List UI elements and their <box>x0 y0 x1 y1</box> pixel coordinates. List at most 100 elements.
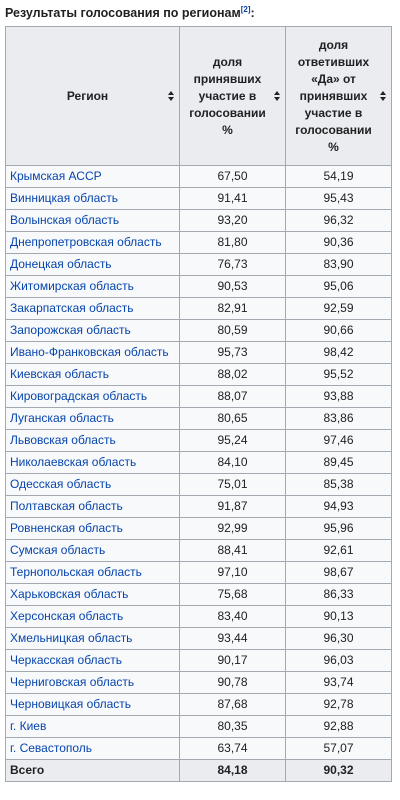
table-row: Донецкая область 76,73 83,90 <box>5 253 392 276</box>
yes-cell: 96,03 <box>285 649 392 672</box>
region-cell: Тернопольская область <box>5 561 180 584</box>
yes-cell: 95,06 <box>285 275 392 298</box>
turnout-cell: 91,41 <box>179 187 286 210</box>
region-cell: Харьковская область <box>5 583 180 606</box>
region-link[interactable]: Харьковская область <box>10 587 129 601</box>
turnout-cell: 90,53 <box>179 275 286 298</box>
region-link[interactable]: Сумская область <box>10 543 106 557</box>
region-cell: Крымская АССР <box>5 165 180 188</box>
turnout-cell: 84,10 <box>179 451 286 474</box>
total-yes: 90,32 <box>285 759 392 782</box>
region-cell: Кировоградская область <box>5 385 180 408</box>
yes-cell: 95,96 <box>285 517 392 540</box>
turnout-cell: 76,73 <box>179 253 286 276</box>
region-link[interactable]: Волынская область <box>10 213 120 227</box>
turnout-cell: 88,07 <box>179 385 286 408</box>
reference-link[interactable]: [2] <box>240 4 251 14</box>
region-cell: г. Севастополь <box>5 737 180 760</box>
region-link[interactable]: Николаевская область <box>10 455 137 469</box>
region-cell: Луганская область <box>5 407 180 430</box>
region-link[interactable]: г. Киев <box>10 719 47 733</box>
region-link[interactable]: Полтавская область <box>10 499 123 513</box>
yes-header-label: доля ответивших «Да» от принявших участи… <box>295 37 381 156</box>
region-link[interactable]: Житомирская область <box>10 279 134 293</box>
total-turnout: 84,18 <box>179 759 286 782</box>
total-label: Всего <box>5 759 180 782</box>
region-cell: Ровненская область <box>5 517 180 540</box>
turnout-cell: 88,02 <box>179 363 286 386</box>
region-link[interactable]: Кировоградская область <box>10 389 148 403</box>
table-row: Черновицкая область 87,68 92,78 <box>5 693 392 716</box>
header-row: Регион доля принявших участие в голосова… <box>5 26 392 166</box>
table-row: Житомирская область 90,53 95,06 <box>5 275 392 298</box>
yes-cell: 83,90 <box>285 253 392 276</box>
total-row: Всего 84,18 90,32 <box>5 759 392 782</box>
table-row: Сумская область 88,41 92,61 <box>5 539 392 562</box>
yes-cell: 85,38 <box>285 473 392 496</box>
table-row: Днепропетровская область 81,80 90,36 <box>5 231 392 254</box>
turnout-cell: 83,40 <box>179 605 286 628</box>
region-link[interactable]: Ивано-Франковская область <box>10 345 169 359</box>
yes-cell: 96,30 <box>285 627 392 650</box>
turnout-cell: 88,41 <box>179 539 286 562</box>
turnout-header-line: % <box>222 122 233 137</box>
turnout-cell: 80,35 <box>179 715 286 738</box>
yes-cell: 92,61 <box>285 539 392 562</box>
yes-cell: 98,42 <box>285 341 392 364</box>
region-link[interactable]: Киевская область <box>10 367 110 381</box>
region-link[interactable]: г. Севастополь <box>10 741 93 755</box>
region-link[interactable]: Черниговская область <box>10 675 135 689</box>
region-cell: Запорожская область <box>5 319 180 342</box>
region-link[interactable]: Винницкая область <box>10 191 118 205</box>
turnout-cell: 90,17 <box>179 649 286 672</box>
table-row: Харьковская область 75,68 86,33 <box>5 583 392 606</box>
region-cell: Житомирская область <box>5 275 180 298</box>
turnout-cell: 75,68 <box>179 583 286 606</box>
turnout-header-line: принявших <box>193 71 262 86</box>
yes-cell: 93,74 <box>285 671 392 694</box>
turnout-cell: 67,50 <box>179 165 286 188</box>
sort-arrows-icon[interactable] <box>274 91 280 101</box>
sort-arrows-icon[interactable] <box>380 91 386 101</box>
table-row: Ровненская область 92,99 95,96 <box>5 517 392 540</box>
region-cell: Винницкая область <box>5 187 180 210</box>
region-header-label: Регион <box>66 88 109 103</box>
region-cell: Николаевская область <box>5 451 180 474</box>
region-link[interactable]: Закарпатская область <box>10 301 134 315</box>
region-cell: Черниговская область <box>5 671 180 694</box>
region-cell: Одесская область <box>5 473 180 496</box>
region-link[interactable]: Херсонская область <box>10 609 124 623</box>
table-row: Крымская АССР 67,50 54,19 <box>5 165 392 188</box>
table-row: Полтавская область 91,87 94,93 <box>5 495 392 518</box>
region-link[interactable]: Черкасская область <box>10 653 122 667</box>
yes-header-line: голосовании <box>295 122 372 137</box>
region-header[interactable]: Регион <box>5 26 180 166</box>
yes-cell: 95,43 <box>285 187 392 210</box>
region-link[interactable]: Ровненская область <box>10 521 123 535</box>
region-link[interactable]: Запорожская область <box>10 323 131 337</box>
region-link[interactable]: Львовская область <box>10 433 116 447</box>
sort-arrows-icon[interactable] <box>168 91 174 101</box>
turnout-header-line: голосовании <box>189 105 266 120</box>
region-link[interactable]: Донецкая область <box>10 257 112 271</box>
region-link[interactable]: Черновицкая область <box>10 697 132 711</box>
turnout-header[interactable]: доля принявших участие в голосовании % <box>179 26 286 166</box>
turnout-cell: 87,68 <box>179 693 286 716</box>
region-link[interactable]: Одесская область <box>10 477 112 491</box>
table-row: Закарпатская область 82,91 92,59 <box>5 297 392 320</box>
region-link[interactable]: Тернопольская область <box>10 565 142 579</box>
table-row: Кировоградская область 88,07 93,88 <box>5 385 392 408</box>
table-row: Черкасская область 90,17 96,03 <box>5 649 392 672</box>
yes-cell: 90,66 <box>285 319 392 342</box>
yes-header[interactable]: доля ответивших «Да» от принявших участи… <box>285 26 392 166</box>
turnout-cell: 97,10 <box>179 561 286 584</box>
table-row: Ивано-Франковская область 95,73 98,42 <box>5 341 392 364</box>
turnout-header-line: доля <box>212 54 243 69</box>
region-link[interactable]: Крымская АССР <box>10 169 102 183</box>
caption-text: Результаты голосования по регионам <box>5 6 241 20</box>
region-link[interactable]: Днепропетровская область <box>10 235 162 249</box>
table-row: Львовская область 95,24 97,46 <box>5 429 392 452</box>
region-link[interactable]: Луганская область <box>10 411 114 425</box>
caption-colon: : <box>250 6 255 20</box>
region-link[interactable]: Хмельницкая область <box>10 631 133 645</box>
